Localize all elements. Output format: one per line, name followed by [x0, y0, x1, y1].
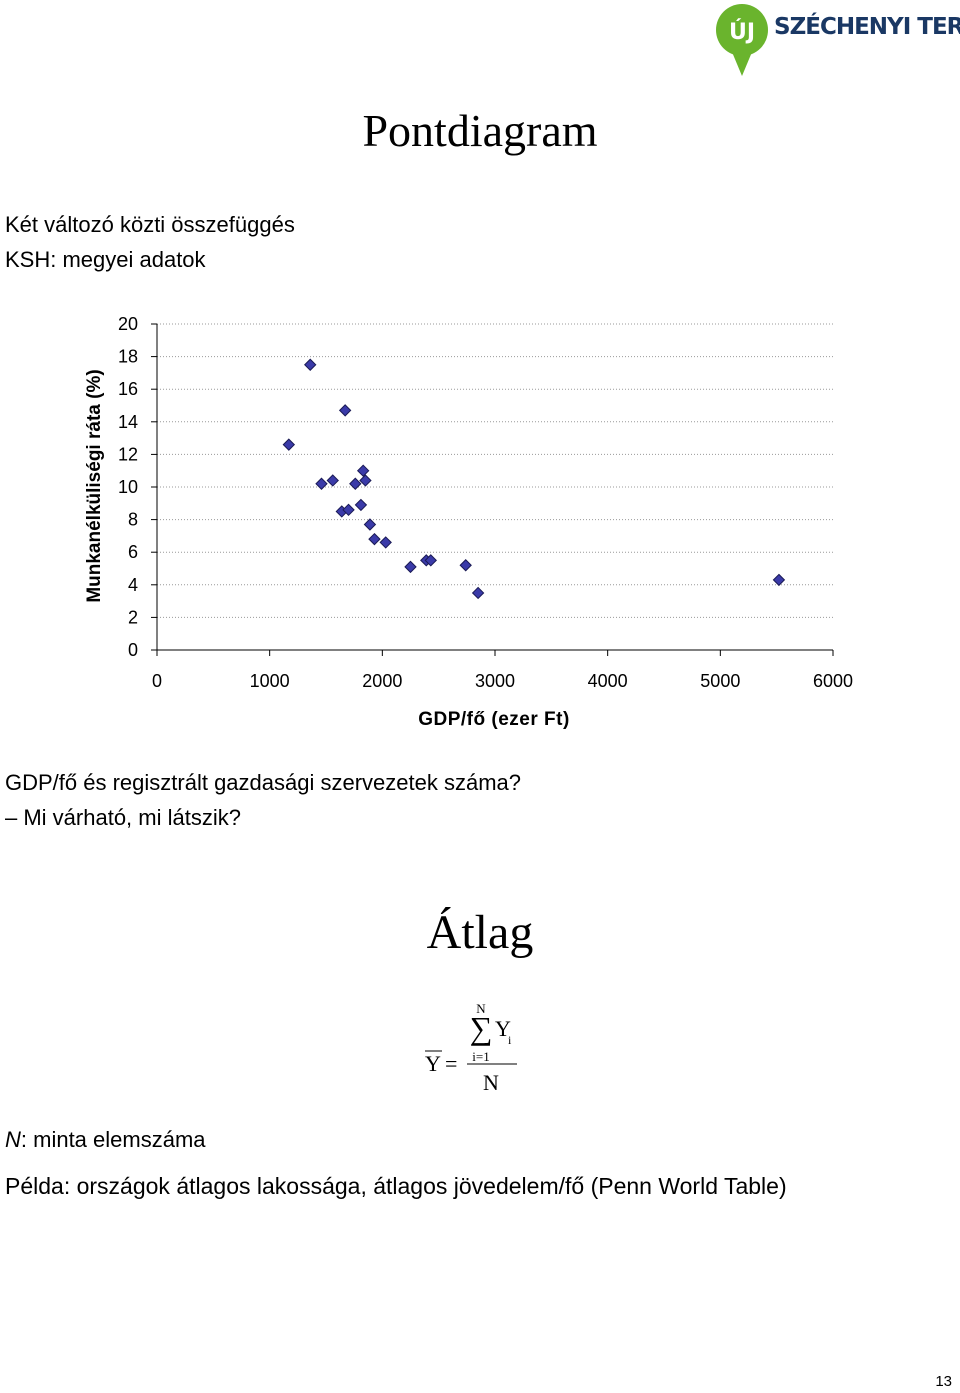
x-tick-label: 1000: [250, 671, 290, 691]
y-axis-label: Munkanélküliségi ráta (%): [84, 369, 105, 602]
svg-text:ÚJ: ÚJ: [729, 19, 755, 45]
uj-badge-icon: ÚJ: [712, 0, 774, 78]
data-point: [471, 586, 485, 600]
data-point: [404, 560, 417, 574]
data-point: [379, 536, 392, 549]
data-point: [424, 554, 437, 567]
x-tick-label: 6000: [813, 671, 853, 691]
y-tick-label: 6: [128, 542, 138, 562]
note-variable: N: [5, 1127, 21, 1152]
note-line: N: minta elemszáma: [5, 1127, 206, 1153]
x-axis-label: GDP/fő (ezer Ft): [418, 709, 570, 730]
mean-formula: Y = N ∑ Y i i=1 N: [425, 1001, 517, 1095]
x-tick-label: 3000: [475, 671, 515, 691]
szechenyi-terv-logo: ÚJ SZÉCHENYI TERV: [712, 0, 960, 78]
sigma-icon: ∑: [470, 1010, 493, 1046]
example-line: Példa: országok átlagos lakossága, átlag…: [5, 1173, 787, 1199]
data-point: [459, 559, 472, 572]
y-tick-label: 8: [128, 510, 138, 530]
data-point: [359, 474, 372, 487]
data-point: [304, 358, 317, 371]
data-point: [315, 477, 328, 490]
data-point: [349, 477, 362, 490]
y-tick-label: 10: [118, 477, 138, 497]
data-point: [354, 498, 368, 512]
chart-points: [282, 358, 786, 600]
sum-upper-limit: N: [476, 1001, 486, 1016]
y-tick-label: 16: [118, 379, 138, 399]
chart-grid: [157, 323, 833, 618]
data-point: [772, 573, 786, 587]
question-line-1: GDP/fő és regisztrált gazdasági szerveze…: [5, 770, 522, 795]
data-point: [363, 518, 377, 531]
sum-term: Y: [495, 1016, 511, 1041]
y-tick-label: 20: [118, 314, 138, 334]
x-tick-label: 0: [152, 671, 162, 691]
page-number: 13: [935, 1373, 952, 1390]
section-title: Átlag: [426, 906, 534, 959]
denominator: N: [483, 1070, 499, 1095]
intro-line-2: KSH: megyei adatok: [5, 247, 206, 272]
data-point: [368, 532, 381, 546]
y-tick-label: 0: [128, 640, 138, 660]
x-tick-label: 2000: [362, 671, 402, 691]
data-point: [326, 474, 339, 487]
note-text: : minta elemszáma: [20, 1127, 206, 1152]
sum-lower-limit: i=1: [472, 1049, 489, 1064]
x-tick-label: 5000: [700, 671, 740, 691]
page-title: Pontdiagram: [362, 105, 598, 156]
data-point: [342, 503, 355, 517]
intro-line-1: Két változó közti összefüggés: [5, 212, 295, 237]
data-point: [338, 404, 352, 417]
logo-text: SZÉCHENYI TERV: [774, 14, 960, 40]
chart-axes: [151, 323, 834, 656]
mean-symbol: Y: [425, 1051, 441, 1076]
question-line-2: – Mi várható, mi látszik?: [5, 805, 241, 830]
y-tick-label: 14: [118, 412, 138, 432]
data-point: [356, 464, 370, 477]
y-tick-label: 4: [128, 575, 138, 595]
y-tick-label: 18: [118, 347, 138, 367]
sum-term-subscript: i: [508, 1033, 512, 1047]
y-tick-label: 12: [118, 444, 138, 464]
chart-tick-labels: 0 2 4 6 8 10 12 14 16 18 20 0 1000 2000 3000 4000 5000 60…: [118, 314, 853, 691]
scatter-chart: 0 2 4 6 8 10 12 14 16 18 20 0 1000 2000 3000 4000 5000 60…: [84, 314, 853, 730]
equals-sign: =: [445, 1051, 457, 1076]
y-tick-label: 2: [128, 607, 138, 627]
data-point: [282, 438, 296, 451]
x-tick-label: 4000: [588, 671, 628, 691]
